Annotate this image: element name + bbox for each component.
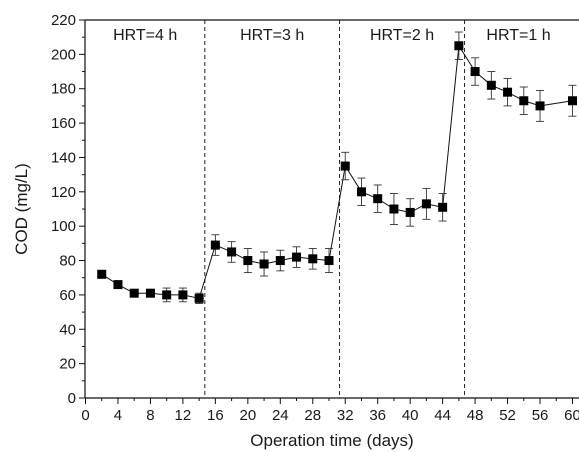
phase-label: HRT=2 h: [370, 27, 434, 44]
data-point: [227, 247, 237, 257]
data-point: [535, 101, 545, 111]
y-tick-label: 220: [51, 12, 76, 29]
data-point: [454, 41, 464, 51]
x-tick-label: 56: [532, 407, 549, 424]
data-point: [162, 290, 172, 300]
y-tick-label: 20: [59, 356, 76, 373]
x-tick-label: 40: [402, 407, 419, 424]
y-tick-label: 200: [51, 46, 76, 63]
data-point: [324, 256, 334, 266]
y-tick-label: 180: [51, 81, 76, 98]
x-tick-label: 8: [146, 407, 154, 424]
x-tick-label: 4: [114, 407, 122, 424]
x-tick-label: 52: [499, 407, 516, 424]
phase-label: HRT=1 h: [486, 27, 550, 44]
data-point: [113, 280, 123, 290]
data-point: [178, 290, 188, 300]
y-tick-label: 80: [59, 253, 76, 270]
x-tick-label: 20: [239, 407, 256, 424]
y-tick-label: 140: [51, 149, 76, 166]
data-point: [568, 96, 577, 106]
x-tick-label: 48: [467, 407, 484, 424]
y-tick-label: 40: [59, 321, 76, 338]
data-point: [389, 204, 399, 214]
x-tick-label: 28: [304, 407, 321, 424]
data-point: [194, 293, 204, 303]
data-point: [97, 269, 107, 279]
data-point: [373, 194, 383, 204]
data-point: [275, 256, 285, 266]
y-axis-title: COD (mg/L): [12, 163, 31, 255]
x-tick-label: 0: [81, 407, 89, 424]
y-tick-label: 120: [51, 184, 76, 201]
data-point: [340, 161, 350, 171]
y-tick-label: 160: [51, 115, 76, 132]
data-point: [486, 80, 496, 90]
data-point: [519, 96, 529, 106]
y-tick-label: 0: [68, 390, 76, 407]
x-tick-label: 16: [207, 407, 224, 424]
series-line: [101, 44, 573, 299]
data-point: [308, 254, 318, 264]
y-tick-label: 60: [59, 287, 76, 304]
y-tick-label: 100: [51, 218, 76, 235]
data-point: [129, 288, 139, 298]
phase-label: HRT=3 h: [240, 27, 304, 44]
x-tick-label: 36: [369, 407, 386, 424]
x-tick-label: 60: [564, 407, 579, 424]
data-point: [421, 199, 431, 209]
x-tick-label: 32: [337, 407, 354, 424]
x-tick-label: 12: [175, 407, 192, 424]
x-axis-title: Operation time (days): [250, 431, 413, 450]
data-point: [470, 67, 480, 77]
data-point: [503, 87, 513, 97]
data-point: [292, 252, 302, 262]
data-point: [356, 187, 366, 197]
data-point: [243, 256, 253, 266]
x-tick-label: 44: [434, 407, 451, 424]
data-point: [405, 207, 415, 217]
data-point: [210, 240, 220, 250]
data-point: [259, 259, 269, 269]
data-point: [145, 288, 155, 298]
x-tick-label: 24: [272, 407, 289, 424]
data-point: [438, 202, 448, 212]
phase-label: HRT=4 h: [113, 27, 177, 44]
